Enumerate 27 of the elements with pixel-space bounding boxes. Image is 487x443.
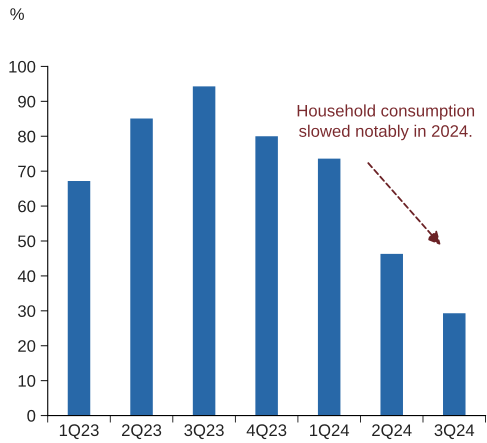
y-tick-label: 100: [9, 60, 36, 73]
y-tick-label: 40: [18, 270, 36, 282]
x-tick-label: 1Q24: [310, 424, 350, 440]
y-tick-label: 0: [27, 410, 36, 422]
bar: [380, 254, 403, 416]
x-tick-label: 3Q23: [184, 424, 224, 440]
y-tick-label: 20: [18, 340, 36, 352]
y-tick-label: 10: [18, 375, 36, 387]
bar: [130, 118, 153, 416]
y-axis-title: %: [10, 8, 24, 20]
annotation: Household consumption slowed notably in 2024.: [298, 104, 474, 140]
bar: [318, 158, 340, 416]
x-tick-label: 1Q23: [60, 424, 99, 440]
y-tick-label: 50: [18, 235, 36, 248]
bar: [68, 180, 90, 416]
x-tick-label: 3Q24: [434, 424, 474, 440]
x-tick-label: 4Q23: [246, 424, 286, 440]
y-tick-label: 90: [18, 96, 36, 108]
y-tick-label: 70: [18, 166, 36, 178]
x-tick-label: 2Q23: [122, 424, 162, 440]
y-tick-label: 30: [18, 305, 36, 318]
y-tick-label: 80: [18, 130, 36, 142]
bar: [255, 136, 278, 416]
bar: [192, 86, 216, 416]
bar: [443, 313, 466, 416]
y-tick-label: 60: [18, 200, 36, 212]
x-tick-label: 2Q24: [372, 424, 412, 440]
